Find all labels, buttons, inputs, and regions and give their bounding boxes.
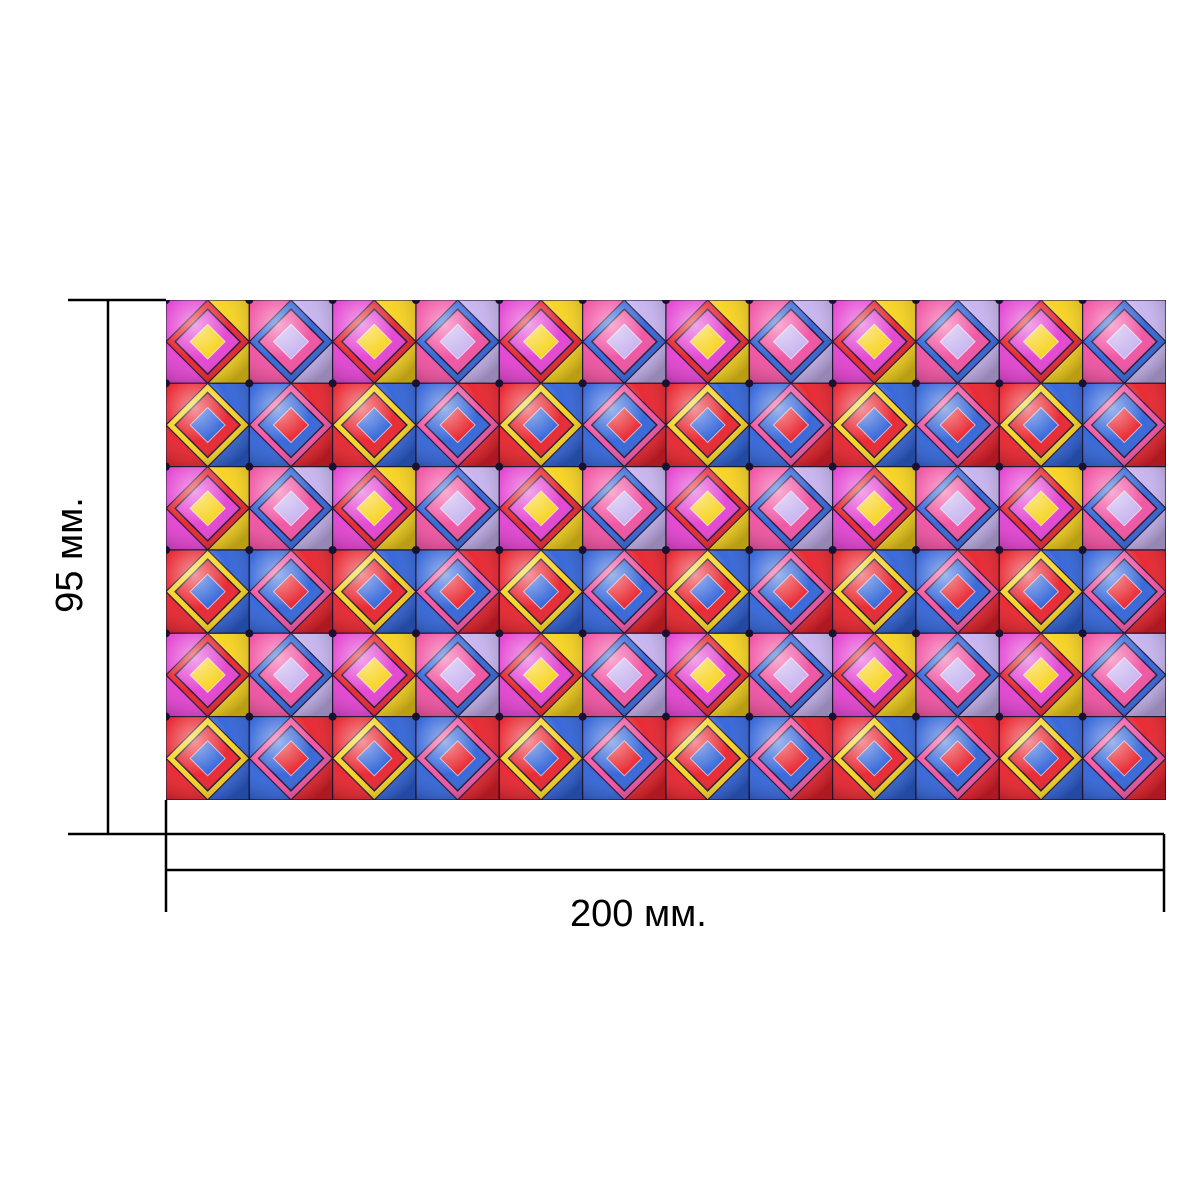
pattern-tile bbox=[328, 300, 417, 384]
pattern-tile bbox=[661, 462, 750, 551]
pattern-tile bbox=[828, 379, 917, 468]
pattern-tile bbox=[661, 545, 750, 634]
pattern-tile bbox=[245, 712, 334, 800]
pattern-tile bbox=[745, 462, 834, 551]
pattern-tile bbox=[166, 545, 250, 634]
pattern-tile bbox=[328, 712, 417, 800]
pattern-tile bbox=[245, 379, 334, 468]
pattern-tile bbox=[995, 545, 1084, 634]
pattern-tile bbox=[661, 379, 750, 468]
pattern-tile bbox=[166, 629, 250, 718]
pattern-tile bbox=[328, 462, 417, 551]
pattern-tile bbox=[578, 379, 667, 468]
pattern-tile bbox=[495, 379, 584, 468]
pattern-tile bbox=[911, 300, 1000, 384]
pattern-tile bbox=[411, 629, 500, 718]
pattern-tile bbox=[911, 379, 1000, 468]
pattern-tile bbox=[911, 545, 1000, 634]
pattern-tile bbox=[328, 379, 417, 468]
pattern-tile bbox=[911, 629, 1000, 718]
pattern-tile bbox=[745, 300, 834, 384]
pattern-tile bbox=[166, 379, 250, 468]
pattern-tile bbox=[245, 545, 334, 634]
pattern-tile bbox=[1078, 300, 1166, 384]
pattern-tile bbox=[495, 629, 584, 718]
pattern-tile bbox=[828, 462, 917, 551]
pattern-tile bbox=[495, 462, 584, 551]
pattern-tile bbox=[995, 379, 1084, 468]
pattern-tile bbox=[661, 712, 750, 800]
pattern-tile bbox=[328, 629, 417, 718]
pattern-tile bbox=[1078, 712, 1166, 800]
height-dimension-label: 95 мм. bbox=[49, 497, 91, 613]
pattern-tile bbox=[828, 300, 917, 384]
pattern-tile bbox=[1078, 545, 1166, 634]
pattern-tile bbox=[578, 462, 667, 551]
pattern-tile bbox=[411, 462, 500, 551]
pattern-tile bbox=[578, 629, 667, 718]
pattern-tile bbox=[995, 629, 1084, 718]
pattern-tile bbox=[411, 545, 500, 634]
pattern-tile bbox=[1078, 379, 1166, 468]
pattern-tile bbox=[411, 300, 500, 384]
pattern-tile bbox=[911, 712, 1000, 800]
pattern-tile bbox=[995, 462, 1084, 551]
pattern-tile bbox=[578, 545, 667, 634]
pattern-tile bbox=[745, 712, 834, 800]
pattern-tile bbox=[1078, 629, 1166, 718]
pattern-tile bbox=[495, 545, 584, 634]
pattern-tile bbox=[745, 545, 834, 634]
pattern-tile bbox=[495, 300, 584, 384]
pattern-tile bbox=[495, 712, 584, 800]
pattern-tile bbox=[166, 462, 250, 551]
pattern-tile bbox=[995, 300, 1084, 384]
pattern-tile bbox=[661, 300, 750, 384]
pattern-tile bbox=[245, 629, 334, 718]
pattern-tile bbox=[828, 629, 917, 718]
pattern-tile bbox=[661, 629, 750, 718]
height-dimension-lines bbox=[68, 298, 166, 836]
pattern-tile bbox=[1078, 462, 1166, 551]
pattern-tile bbox=[411, 379, 500, 468]
pattern-tile bbox=[578, 712, 667, 800]
pattern-tile bbox=[745, 379, 834, 468]
pattern-tile bbox=[166, 300, 250, 384]
pattern-tile bbox=[166, 712, 250, 800]
pattern-tile bbox=[328, 545, 417, 634]
stained-glass-pattern-panel bbox=[166, 300, 1166, 800]
width-dimension-label: 200 мм. bbox=[570, 893, 707, 935]
pattern-tile bbox=[245, 462, 334, 551]
pattern-tile bbox=[245, 300, 334, 384]
pattern-tile bbox=[911, 462, 1000, 551]
width-dimension-lines bbox=[164, 800, 1166, 912]
pattern-tile bbox=[411, 712, 500, 800]
pattern-tile bbox=[995, 712, 1084, 800]
pattern-tile bbox=[578, 300, 667, 384]
pattern-tile bbox=[828, 712, 917, 800]
pattern-tile bbox=[745, 629, 834, 718]
pattern-tile bbox=[828, 545, 917, 634]
